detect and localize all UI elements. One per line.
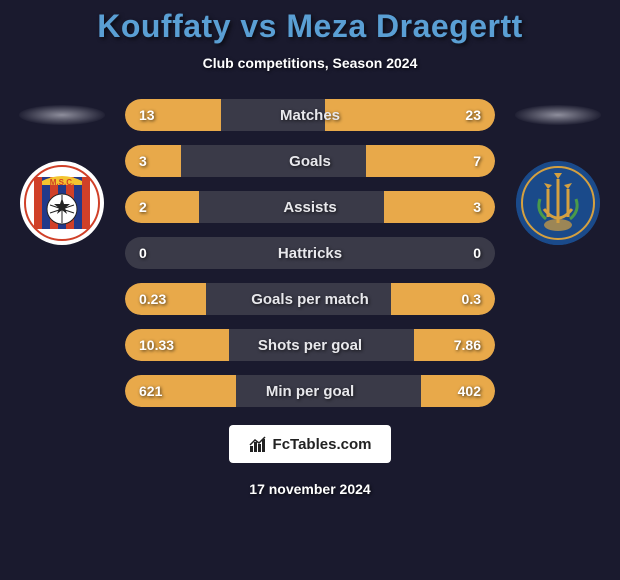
stat-row-matches: 13 Matches 23 [125,99,495,131]
stat-label: Min per goal [266,383,354,400]
stat-value-left: 621 [139,383,162,399]
main-area: M.S.C. 13 Matches 23 3 Goals [17,99,603,407]
left-player-column: M.S.C. [17,99,107,245]
stat-value-left: 0.23 [139,291,166,307]
stat-value-left: 0 [139,245,147,261]
stat-label: Assists [283,199,336,216]
stat-value-right: 3 [473,199,481,215]
stat-value-right: 402 [458,383,481,399]
subtitle: Club competitions, Season 2024 [203,55,418,71]
stat-value-right: 23 [465,107,481,123]
footer-site-text: FcTables.com [273,436,372,453]
stat-row-goals: 3 Goals 7 [125,145,495,177]
club-logo-left: M.S.C. [20,161,104,245]
club-badge-right-icon [516,161,600,245]
stat-row-goals-per-match: 0.23 Goals per match 0.3 [125,283,495,315]
player-shadow-left [19,105,105,125]
stat-value-right: 0 [473,245,481,261]
svg-text:M.S.C.: M.S.C. [50,178,74,187]
right-player-column [513,99,603,245]
stat-bars: 13 Matches 23 3 Goals 7 2 Assists 3 [125,99,495,407]
stat-value-right: 0.3 [462,291,481,307]
date-text: 17 november 2024 [249,481,370,497]
bar-fill-left [125,145,181,177]
chart-icon [249,435,267,453]
footer-badge[interactable]: FcTables.com [229,425,392,463]
stat-value-left: 2 [139,199,147,215]
stat-row-min-per-goal: 621 Min per goal 402 [125,375,495,407]
stat-value-left: 10.33 [139,337,174,353]
stat-label: Matches [280,107,340,124]
club-badge-left-icon: M.S.C. [24,165,100,241]
page-title: Kouffaty vs Meza Draegertt [97,8,523,45]
player-shadow-right [515,105,601,125]
stat-value-right: 7 [473,153,481,169]
stat-label: Goals per match [251,291,369,308]
stat-value-left: 13 [139,107,155,123]
stat-value-right: 7.86 [454,337,481,353]
stat-value-left: 3 [139,153,147,169]
stat-row-assists: 2 Assists 3 [125,191,495,223]
stat-row-shots-per-goal: 10.33 Shots per goal 7.86 [125,329,495,361]
stat-label: Hattricks [278,245,342,262]
stat-label: Goals [289,153,331,170]
infographic-container: Kouffaty vs Meza Draegertt Club competit… [0,0,620,580]
stat-label: Shots per goal [258,337,362,354]
bar-fill-left [125,191,199,223]
club-logo-right [516,161,600,245]
stat-row-hattricks: 0 Hattricks 0 [125,237,495,269]
